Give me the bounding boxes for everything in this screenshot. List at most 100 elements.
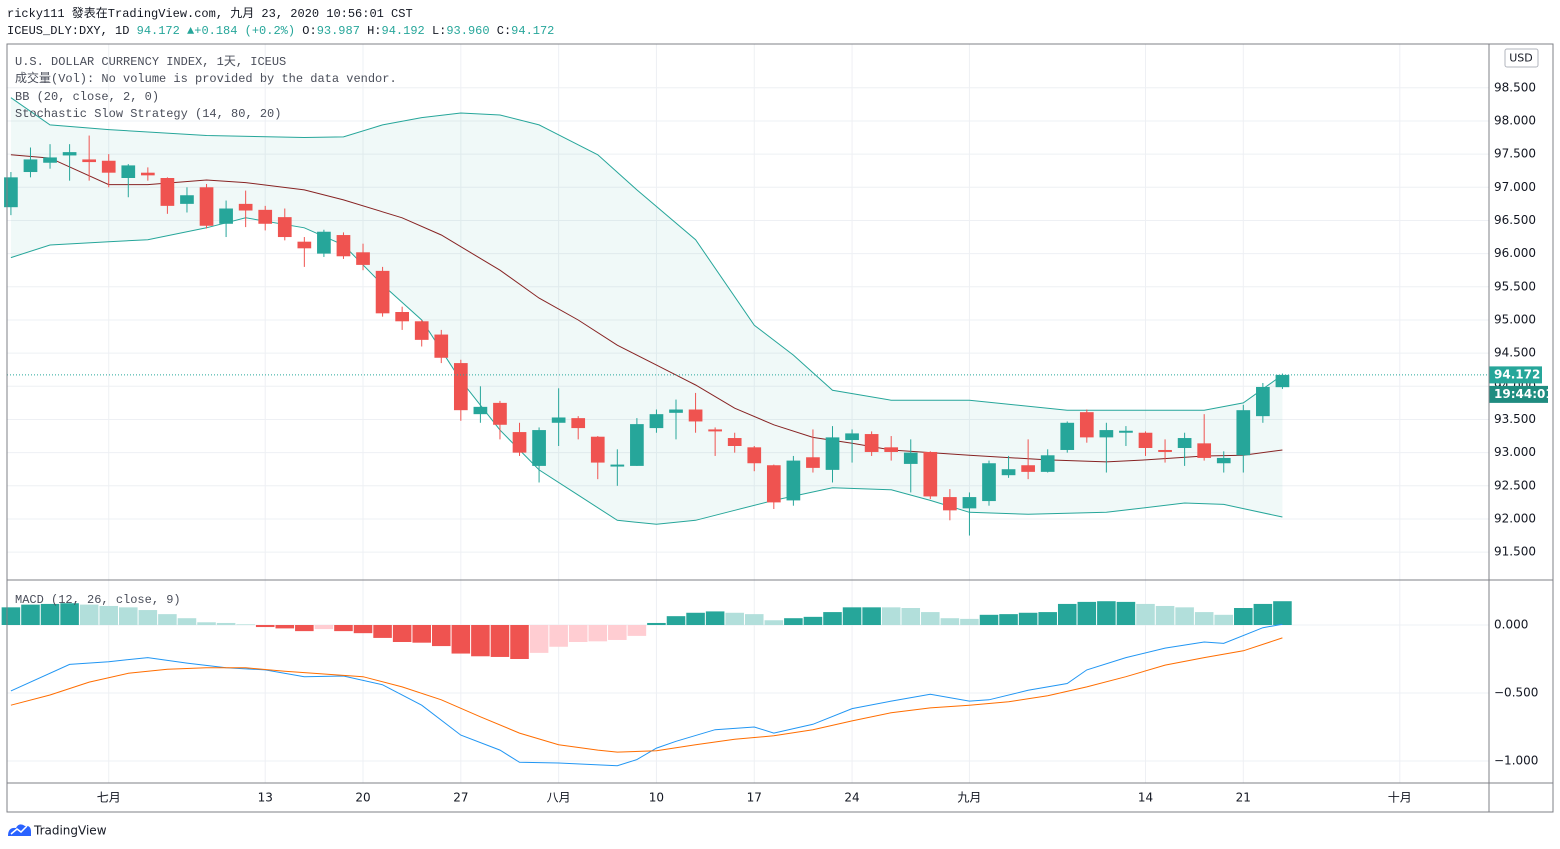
- candle-body: [1177, 438, 1192, 448]
- histogram-bar: [744, 614, 764, 626]
- candle-body: [962, 497, 977, 509]
- candle-body: [512, 432, 527, 453]
- candle-body: [336, 235, 351, 257]
- y-tick-label: −0.500: [1494, 685, 1538, 699]
- candle-body: [453, 363, 468, 411]
- x-tick-label: 27: [453, 791, 468, 805]
- histogram-bar: [1194, 612, 1214, 626]
- candle-body: [903, 452, 918, 464]
- candle-body: [1197, 443, 1212, 458]
- candle-body: [317, 231, 331, 254]
- histogram-bar: [295, 625, 314, 632]
- band-fill: [10, 97, 1283, 525]
- histogram-bar: [119, 607, 138, 626]
- x-tick-label: 20: [355, 791, 370, 805]
- histogram-bar: [314, 625, 334, 630]
- histogram-bar: [960, 618, 979, 626]
- histogram-bar: [138, 610, 158, 626]
- candle-body: [532, 430, 546, 466]
- candle-body: [1216, 457, 1231, 464]
- legend-indicator: Stochastic Slow Strategy (14, 80, 20): [15, 107, 281, 121]
- x-tick-label: 17: [747, 791, 762, 805]
- histogram-bar: [275, 625, 295, 629]
- symbol: ICEUS_DLY:DXY, 1D: [7, 24, 129, 38]
- y-tick-label: 95.500: [1494, 279, 1536, 293]
- candle-body: [140, 172, 155, 176]
- y-tick-label: 98.500: [1494, 80, 1536, 94]
- histogram-bar: [588, 625, 608, 642]
- histogram-bar: [1214, 614, 1234, 626]
- histogram-bar: [608, 625, 627, 640]
- x-tick-label: 七月: [97, 791, 121, 805]
- histogram-bar: [471, 625, 490, 657]
- y-tick-label: 96.000: [1494, 246, 1536, 260]
- histogram-bar: [79, 604, 99, 626]
- ohlc-label: L:: [432, 24, 446, 38]
- histogram-bar: [255, 625, 275, 628]
- histogram-bar: [999, 614, 1018, 626]
- candle-body: [395, 312, 409, 322]
- y-tick-label: 96.500: [1494, 213, 1536, 227]
- histogram-bar: [1018, 612, 1038, 626]
- y-tick-label: 95.000: [1494, 312, 1536, 326]
- candle-body: [414, 321, 429, 340]
- histogram-bar: [881, 607, 901, 626]
- histogram-bar: [901, 608, 921, 626]
- ohlc-value: 94.172: [511, 24, 554, 38]
- histogram-bar: [510, 625, 529, 659]
- histogram-bar: [99, 605, 119, 626]
- histogram-bar: [353, 625, 373, 634]
- legend-symbol: U.S. DOLLAR CURRENCY INDEX, 1天, ICEUS: [15, 55, 286, 69]
- histogram-bar: [568, 625, 588, 643]
- candle-body: [649, 414, 664, 429]
- candle-body: [43, 157, 57, 163]
- candle-body: [1099, 430, 1114, 438]
- histogram-bar: [490, 625, 510, 657]
- y-tick-label: 97.500: [1494, 147, 1536, 161]
- y-tick-label: 93.500: [1494, 412, 1536, 426]
- x-tick-label: 24: [844, 791, 859, 805]
- y-tick-label: 91.500: [1494, 545, 1536, 559]
- x-tick-label: 九月: [957, 791, 981, 805]
- candle-body: [766, 465, 781, 503]
- candle-body: [786, 460, 801, 501]
- histogram-bar: [1, 607, 21, 626]
- ohlc-label: C:: [497, 24, 511, 38]
- histogram-bar: [842, 607, 862, 626]
- y-tick-label: 94.500: [1494, 346, 1536, 360]
- candle-body: [571, 418, 586, 429]
- candle-body: [982, 463, 996, 502]
- histogram-bar: [21, 604, 40, 626]
- histogram-bar: [1155, 605, 1175, 626]
- histogram-bar: [412, 625, 431, 643]
- candle-body: [1040, 455, 1055, 472]
- histogram-bar: [627, 625, 647, 636]
- histogram-bar: [1097, 601, 1116, 626]
- up-arrow: ▲: [187, 24, 195, 38]
- candle-body: [219, 208, 233, 224]
- candle-body: [923, 451, 938, 497]
- y-tick-label: −1.000: [1494, 753, 1538, 767]
- ohlc-value: 93.960: [446, 24, 489, 38]
- candle-body: [238, 203, 253, 211]
- bollinger-line: [10, 154, 1283, 463]
- histogram-bar: [1038, 612, 1057, 626]
- candle-body: [610, 464, 625, 467]
- candle-body: [1021, 465, 1035, 472]
- candle-body: [688, 409, 703, 422]
- histogram-bar: [197, 622, 216, 626]
- candle-body: [727, 438, 742, 446]
- y-tick-label: 93.000: [1494, 445, 1536, 459]
- histogram-bar: [940, 618, 960, 626]
- currency-box[interactable]: [1504, 48, 1539, 68]
- y-tick-label: 92.500: [1494, 478, 1536, 492]
- candle-body: [551, 417, 566, 423]
- candle-body: [1079, 412, 1094, 438]
- histogram-bar: [1253, 603, 1273, 626]
- histogram-bar: [334, 625, 353, 632]
- candle-body: [1060, 422, 1075, 450]
- histogram-bar: [529, 625, 549, 653]
- legend-macd: MACD (12, 26, close, 9): [15, 593, 181, 607]
- histogram-bar: [1077, 601, 1097, 626]
